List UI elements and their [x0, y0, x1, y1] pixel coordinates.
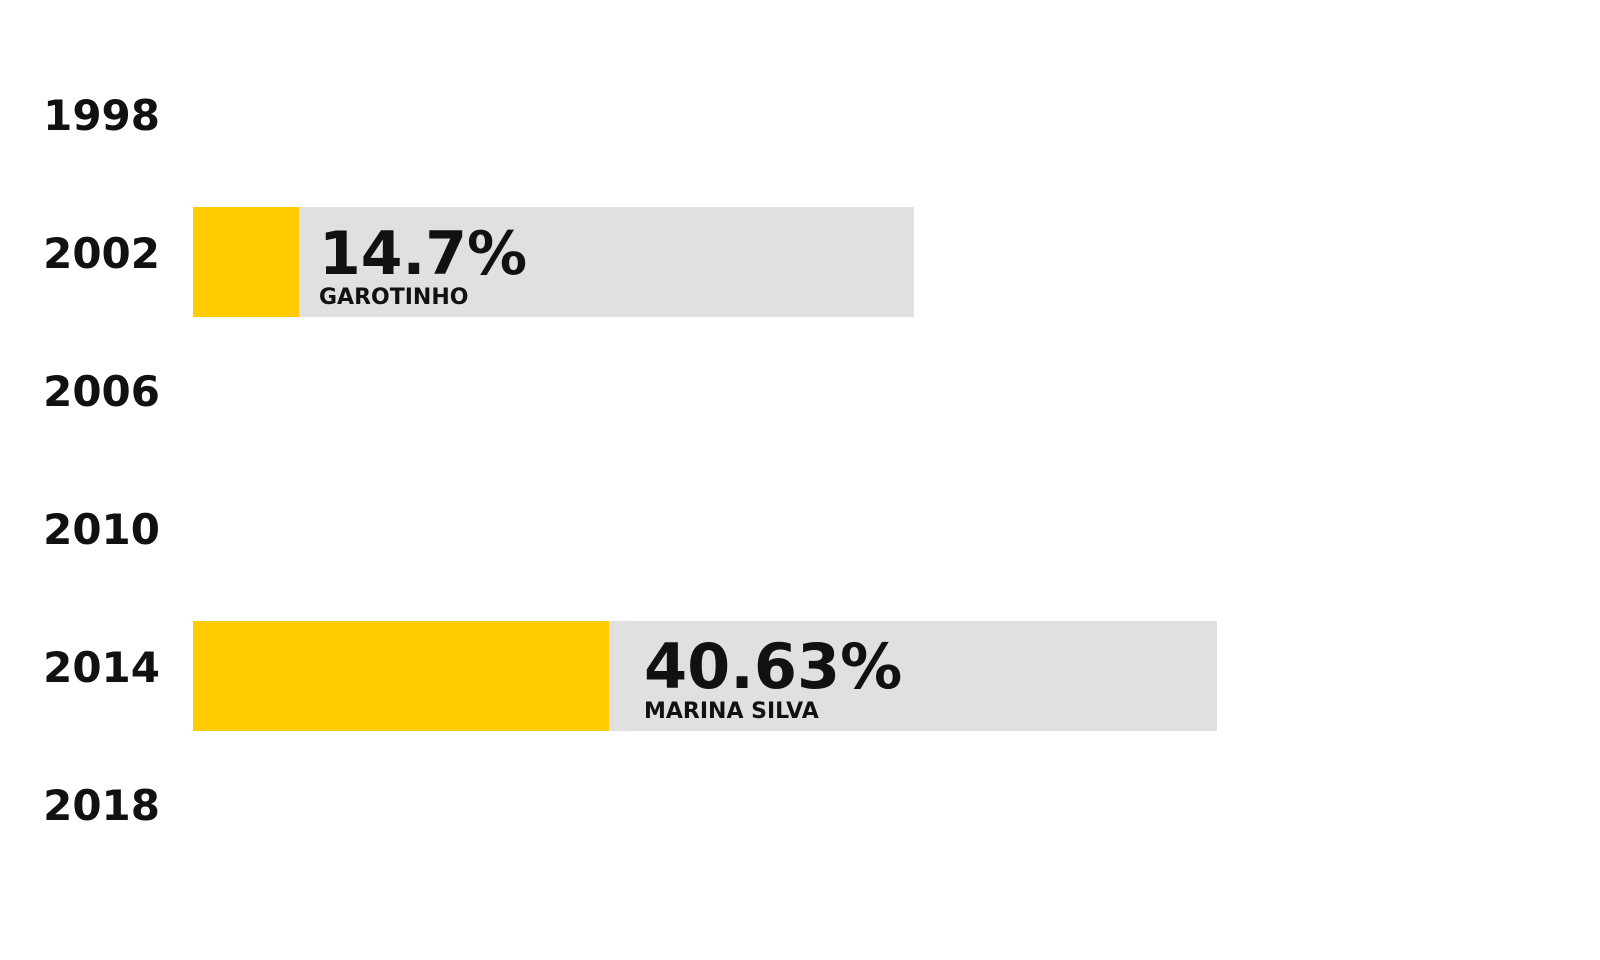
candidate-label-2014: MARINA SILVA — [644, 699, 819, 724]
year-label-2002: 2002 — [43, 229, 160, 278]
value-label-2014: 40.63% — [644, 630, 902, 703]
value-label-2002: 14.7% — [319, 219, 527, 289]
candidate-label-2002: GAROTINHO — [319, 285, 468, 310]
bar-2014 — [193, 621, 609, 731]
year-label-2014: 2014 — [43, 643, 160, 692]
year-label-2018: 2018 — [43, 781, 160, 830]
year-label-2006: 2006 — [43, 367, 160, 416]
bar-track-2002 — [193, 207, 914, 317]
year-label-2010: 2010 — [43, 505, 160, 554]
bar-2002 — [193, 207, 299, 317]
year-label-1998: 1998 — [43, 91, 160, 140]
